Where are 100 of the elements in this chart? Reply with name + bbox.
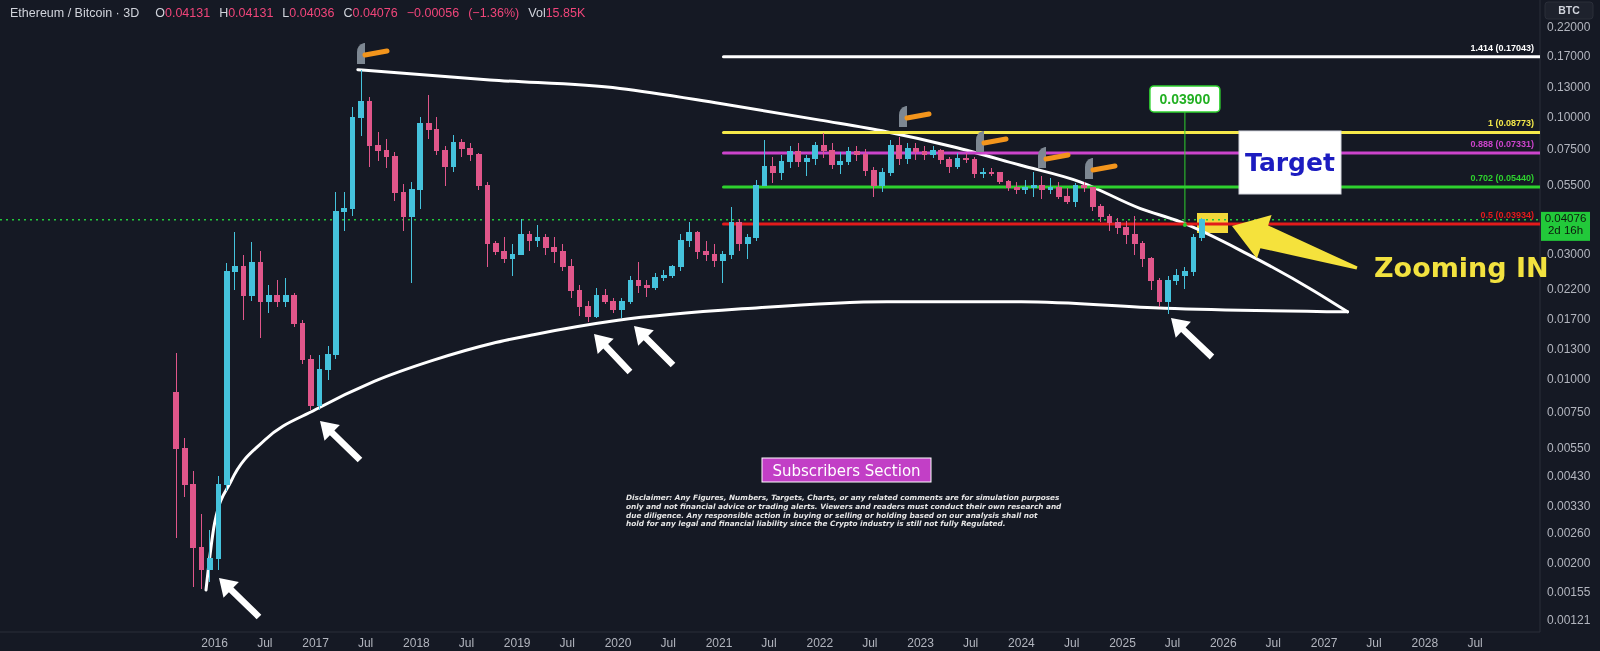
candlestick: [795, 142, 802, 168]
candlestick: [1022, 179, 1029, 195]
y-tick-label: 0.22000: [1547, 19, 1591, 34]
candlestick: [870, 166, 877, 198]
candlestick: [492, 240, 499, 256]
candlestick: [559, 243, 566, 272]
x-tick-label: Jul: [962, 636, 979, 651]
x-tick-label: 2021: [705, 636, 733, 651]
y-tick-label: 0.00155: [1547, 585, 1591, 600]
candlestick: [845, 146, 852, 166]
candlestick: [980, 167, 986, 179]
candlestick: [1072, 182, 1079, 208]
candlestick: [694, 230, 701, 260]
candlestick: [392, 151, 398, 202]
candlestick: [887, 139, 894, 177]
candlestick: [728, 206, 735, 260]
x-tick-label: Jul: [357, 636, 374, 651]
x-tick-label: Jul: [660, 636, 676, 651]
candlestick: [1123, 220, 1130, 245]
candlestick: [635, 261, 642, 294]
candlestick: [829, 142, 836, 170]
y-tick-label: 0.17000: [1547, 49, 1591, 64]
candlestick: [509, 243, 516, 277]
x-tick-label: 2018: [403, 636, 431, 651]
y-tick-label: 0.00550: [1547, 440, 1591, 455]
candlestick: [971, 156, 978, 179]
candlestick: [248, 241, 255, 302]
candlestick: [576, 284, 583, 317]
candlestick: [299, 319, 306, 365]
candlestick: [770, 156, 776, 184]
candlestick: [896, 136, 902, 166]
y-tick-label: 0.13000: [1547, 79, 1591, 94]
x-tick-label: 2022: [806, 636, 834, 651]
candlestick: [450, 134, 457, 173]
candlestick: [332, 191, 339, 360]
candlestick: [358, 69, 365, 137]
x-tick-label: 2026: [1209, 636, 1237, 651]
candlestick: [1156, 277, 1163, 308]
candlestick: [686, 221, 693, 248]
candlestick: [812, 141, 818, 166]
y-axis-title: BTC: [1558, 3, 1581, 16]
candlestick: [610, 297, 617, 314]
candlestick: [484, 181, 491, 268]
y-tick-label: 0.00750: [1547, 405, 1591, 420]
candlestick: [1114, 217, 1121, 235]
candlestick: [417, 116, 424, 210]
candlestick: [459, 138, 465, 158]
series-label: 0.888 (0.07331): [1470, 138, 1534, 149]
candlestick: [518, 218, 524, 256]
candlestick: [1132, 215, 1138, 256]
x-tick-label: 2017: [302, 636, 330, 651]
candlestick: [224, 262, 230, 492]
candlestick: [207, 529, 213, 583]
x-tick-label: Jul: [761, 636, 777, 651]
x-tick-label: 2023: [907, 636, 935, 651]
candlestick: [1013, 181, 1020, 195]
candlestick: [703, 240, 709, 262]
candlestick: [425, 94, 432, 140]
candlestick: [644, 279, 650, 298]
candlestick: [652, 272, 659, 291]
y-tick-label: 0.00260: [1547, 526, 1591, 541]
candlestick: [930, 145, 936, 159]
y-tick-label: 0.07500: [1547, 142, 1591, 157]
candlestick: [954, 152, 961, 170]
candlestick: [761, 139, 768, 187]
candlestick: [366, 96, 373, 168]
candlestick: [1182, 266, 1188, 290]
y-tick-label: 0.03000: [1547, 247, 1591, 261]
candlestick: [1198, 217, 1205, 242]
x-tick-label: Jul: [257, 636, 273, 651]
candlestick: [408, 181, 415, 284]
candlestick: [341, 191, 348, 232]
annotation: 0.03900: [1159, 90, 1211, 107]
candlestick: [232, 231, 238, 291]
candlestick: [181, 437, 188, 498]
candlestick: [619, 297, 625, 319]
candlestick: [433, 116, 440, 156]
x-tick-label: 2025: [1109, 636, 1137, 651]
candlestick: [173, 352, 180, 539]
candlestick: [720, 250, 726, 284]
candlestick: [1190, 233, 1197, 277]
candlestick: [375, 131, 381, 162]
series-label: 0.5 (0.03934): [1480, 209, 1534, 220]
candlestick: [913, 142, 919, 161]
candlestick: [602, 288, 608, 305]
candlestick: [736, 218, 743, 252]
candlestick: [1005, 179, 1012, 192]
candlestick: [820, 132, 827, 159]
candlestick: [475, 152, 482, 191]
y-tick-label: 0.10000: [1547, 109, 1591, 124]
candlestick: [946, 156, 953, 174]
y-tick-label: 0.05500: [1547, 177, 1591, 192]
candlestick: [1148, 256, 1155, 291]
candlestick: [400, 183, 407, 232]
candlestick: [921, 145, 928, 161]
candlestick: [804, 154, 810, 177]
candlestick: [753, 179, 759, 242]
candlestick: [501, 236, 508, 264]
candlestick: [1039, 175, 1045, 200]
candlestick: [1139, 240, 1146, 268]
